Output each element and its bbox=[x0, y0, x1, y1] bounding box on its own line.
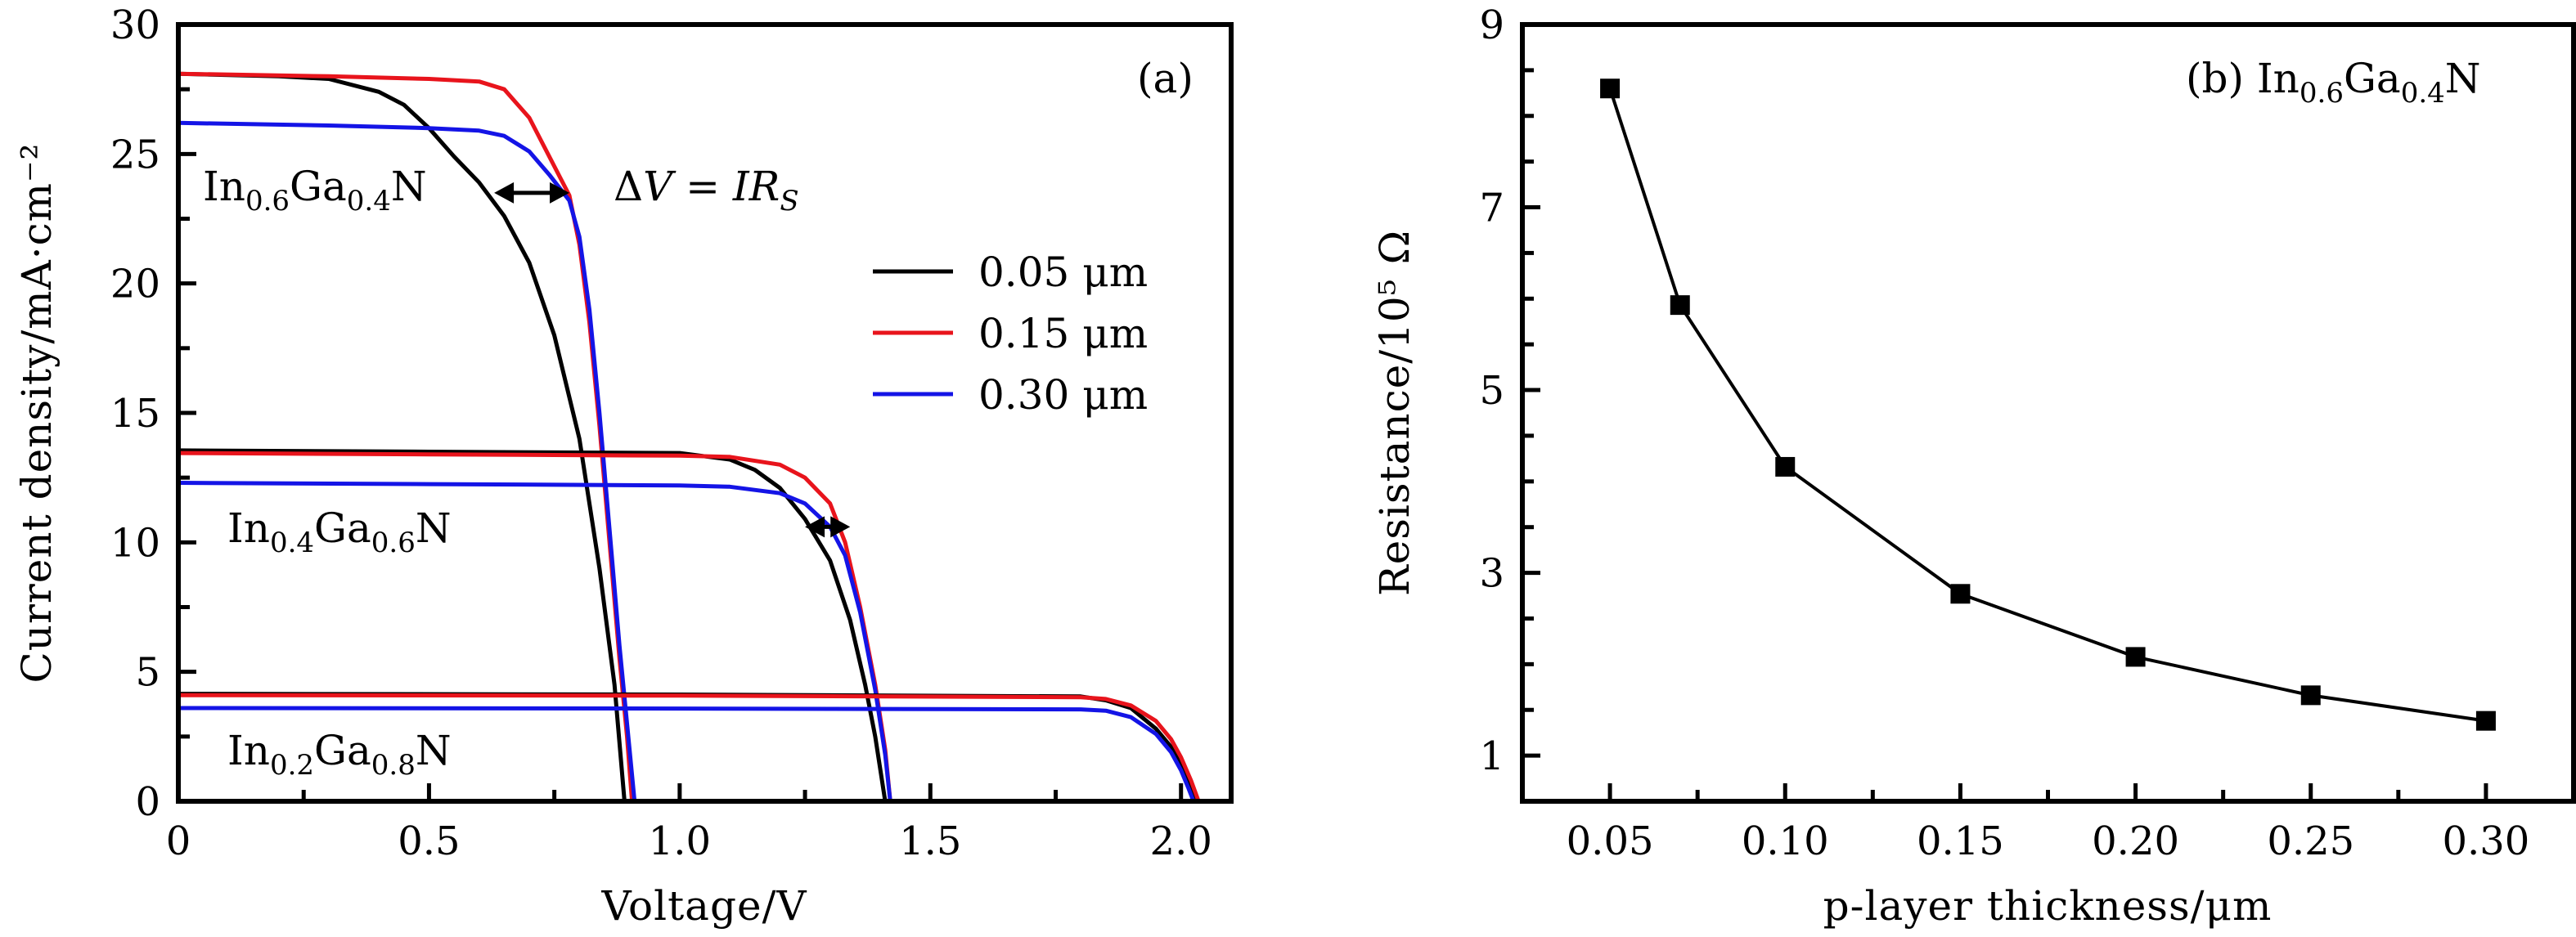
panel-b-y-axis-label: Resistance/10⁵ Ω bbox=[1371, 230, 1418, 596]
data-point-marker bbox=[1775, 456, 1796, 477]
arrow-head-left bbox=[494, 182, 515, 204]
panel-b-x-tick-label: 0.10 bbox=[1742, 818, 1829, 864]
arrow-head-right bbox=[830, 516, 851, 538]
jv-curve-3 bbox=[178, 448, 888, 802]
panel-a-y-tick-label: 5 bbox=[135, 650, 160, 696]
panel-b-x-tick-label: 0.25 bbox=[2267, 818, 2354, 864]
panel-b-x-tick-label: 0.20 bbox=[2092, 818, 2179, 864]
legend-label: 0.15 μm bbox=[978, 310, 1148, 357]
panel-b-y-tick-label: 1 bbox=[1479, 733, 1504, 779]
panel-a-arrows bbox=[494, 182, 851, 538]
panel-a-x-tick-label: 0.5 bbox=[398, 818, 460, 864]
panel-a-y-tick-label: 0 bbox=[135, 779, 160, 825]
data-point-marker bbox=[2125, 647, 2146, 667]
panel-b-resistance-chart: 0.05 0.10 0.15 0.20 0.25 0.30 1 3 5 7 9 (b) In0.6G… bbox=[1371, 2, 2576, 930]
label-in04ga06n: In0.4Ga0.6N bbox=[227, 504, 452, 559]
panel-a-y-tick-label: 20 bbox=[110, 262, 160, 307]
panel-a-y-tick-label: 30 bbox=[110, 2, 160, 48]
panel-a-frame bbox=[176, 22, 1234, 804]
panel-b-series-group bbox=[1600, 78, 2496, 731]
panel-a-x-tick-label: 1.5 bbox=[899, 818, 961, 864]
panel-a-x-tick-label: 1.0 bbox=[649, 818, 711, 864]
jv-curve-0 bbox=[178, 71, 627, 802]
data-point-marker bbox=[2475, 711, 2496, 731]
label-in02ga08n: In0.2Ga0.8N bbox=[227, 727, 452, 782]
arrow-head-right bbox=[550, 182, 570, 204]
data-point-marker bbox=[1670, 295, 1690, 316]
panel-a-x-axis-label: Voltage/V bbox=[600, 882, 807, 930]
panel-b-y-tick-label: 5 bbox=[1479, 368, 1504, 414]
equation-delta-v-ir: ΔV = IRS bbox=[614, 163, 799, 217]
panel-a-y-tick-label: 15 bbox=[110, 391, 160, 437]
panel-a-legend: 0.05 μm 0.15 μm 0.30 μm bbox=[873, 249, 1148, 419]
panel-a-jv-chart: 0 0.5 1.0 1.5 2.0 0 5 10 15 20 25 30 (a) In0.6Ga0.4… bbox=[13, 2, 1234, 930]
panel-b-y-tick-label: 9 bbox=[1479, 2, 1504, 48]
panel-b-tick-labels: 0.05 0.10 0.15 0.20 0.25 0.30 1 3 5 7 9 bbox=[1479, 2, 2529, 864]
panel-a-tick-labels: 0 0.5 1.0 1.5 2.0 0 5 10 15 20 25 30 bbox=[110, 2, 1212, 864]
panel-a-y-tick-label: 10 bbox=[110, 520, 160, 566]
data-point-marker bbox=[1950, 584, 1971, 604]
jv-curve-7 bbox=[178, 693, 1201, 802]
panel-b-x-tick-label: 0.05 bbox=[1567, 818, 1654, 864]
panel-b-x-axis-label: p-layer thickness/μm bbox=[1823, 882, 2273, 930]
panel-b-x-tick-label: 0.15 bbox=[1917, 818, 2004, 864]
panel-b-frame bbox=[1520, 22, 2576, 804]
data-point-marker bbox=[1600, 78, 1621, 99]
panel-a-y-axis-label: Current density/mA·cm⁻² bbox=[13, 143, 61, 684]
data-point-marker bbox=[2300, 685, 2321, 706]
resistance-line bbox=[1608, 87, 2487, 723]
legend-label: 0.30 μm bbox=[978, 371, 1148, 419]
panel-b-x-tick-label: 0.30 bbox=[2442, 818, 2529, 864]
label-in06ga04n: In0.6Ga0.4N bbox=[203, 163, 427, 217]
jv-curve-2 bbox=[178, 120, 637, 802]
panel-b-title: (b) In0.6Ga0.4N bbox=[2186, 55, 2481, 110]
panel-a-x-tick-label: 0 bbox=[166, 818, 191, 864]
panel-b-ticks bbox=[1522, 22, 2488, 801]
panel-a-y-tick-label: 25 bbox=[110, 132, 160, 177]
panel-b-y-tick-label: 3 bbox=[1479, 551, 1504, 597]
panel-a-series-group bbox=[178, 71, 1201, 802]
panel-a-label: (a) bbox=[1137, 55, 1194, 102]
jv-curve-8 bbox=[178, 706, 1196, 802]
panel-b-y-tick-label: 7 bbox=[1479, 186, 1504, 231]
panel-a-x-tick-label: 2.0 bbox=[1150, 818, 1212, 864]
arrow-head-left bbox=[805, 516, 825, 538]
jv-curve-5 bbox=[178, 481, 892, 802]
legend-label: 0.05 μm bbox=[978, 249, 1148, 296]
